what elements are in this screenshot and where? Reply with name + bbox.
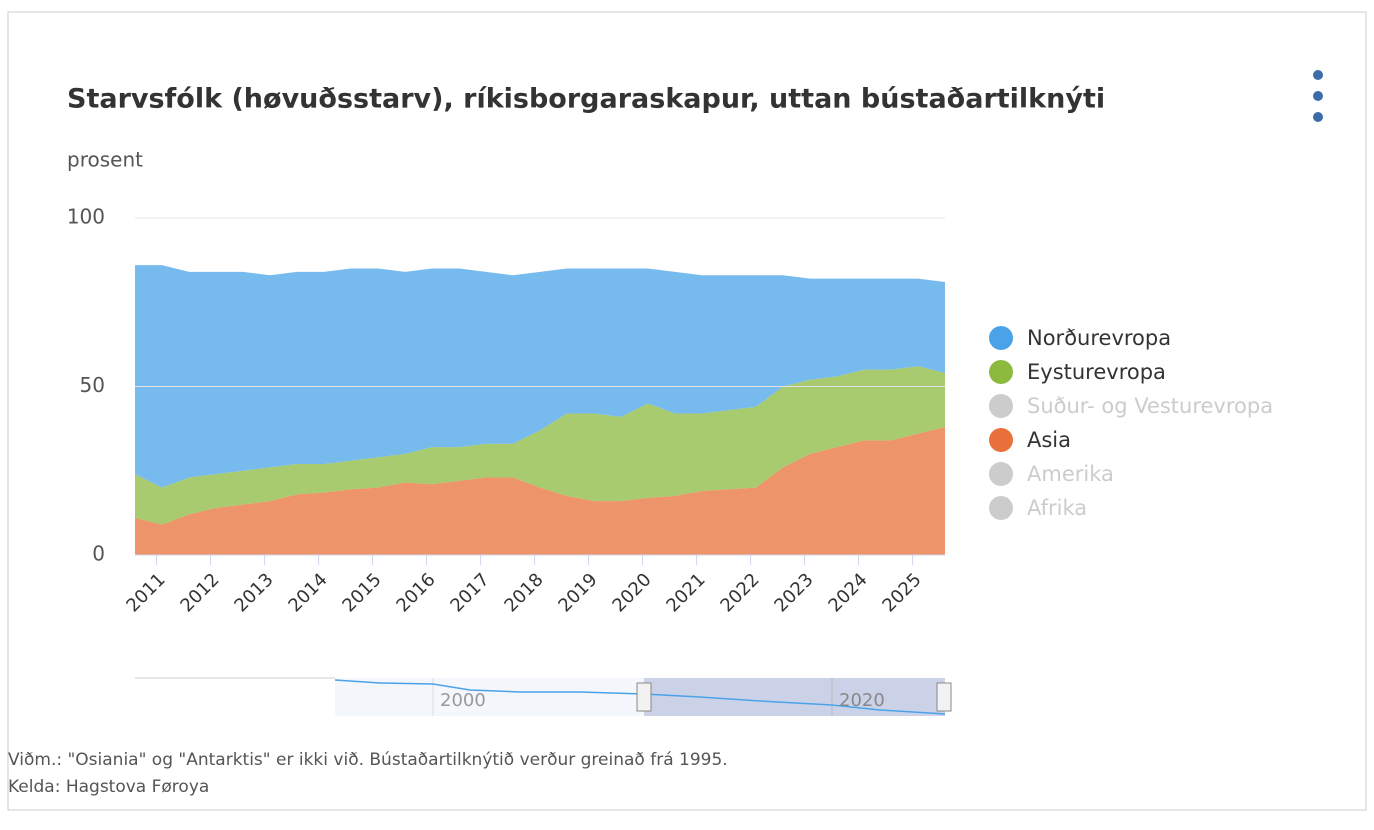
area	[135, 426, 945, 555]
legend-symbol	[989, 360, 1013, 384]
legend-item[interactable]: Amerika	[989, 462, 1114, 486]
navigator-tick-label: 2000	[440, 690, 486, 711]
legend: Norðurevropa Eysturevropa Suður- og Vestur…	[989, 326, 1273, 520]
menu-button[interactable]	[1313, 70, 1323, 122]
legend-symbol	[989, 496, 1013, 520]
y-tick-label: 50	[80, 373, 105, 397]
navigator-handle[interactable]	[936, 682, 952, 712]
legend-item[interactable]: Eysturevropa	[989, 360, 1166, 384]
legend-label: Eysturevropa	[1027, 360, 1166, 384]
legend-symbol	[989, 462, 1013, 486]
legend-label: Suður- og Vesturevropa	[1027, 394, 1273, 418]
legend-label: Norðurevropa	[1027, 326, 1171, 350]
legend-symbol	[989, 394, 1013, 418]
legend-item[interactable]: Asia	[989, 428, 1071, 452]
legend-symbol	[989, 326, 1013, 350]
area	[135, 265, 945, 488]
menu-dot[interactable]	[1313, 112, 1323, 122]
legend-label: Afrika	[1027, 496, 1087, 520]
navigator-handle[interactable]	[636, 682, 652, 712]
legend-item[interactable]: Norðurevropa	[989, 326, 1171, 350]
note: Viðm.: "Osiania" og "Antarktis" er ikki …	[8, 750, 728, 770]
navigator[interactable]: 2000 2020	[135, 677, 952, 716]
area	[135, 366, 945, 525]
y-axis-label: prosent	[67, 148, 143, 172]
legend-symbol	[989, 428, 1013, 452]
legend-item[interactable]: Afrika	[989, 496, 1087, 520]
y-tick-label: 0	[92, 542, 105, 566]
navigator-series	[334, 679, 946, 715]
legend-label: Asia	[1027, 428, 1071, 452]
menu-dot[interactable]	[1313, 91, 1323, 101]
menu-dot[interactable]	[1313, 70, 1323, 80]
legend-item[interactable]: Suður- og Vesturevropa	[989, 394, 1273, 418]
navigator-tick-label: 2020	[839, 690, 885, 711]
chart-title: Starvsfólk (høvuðsstarv), ríkisborgarask…	[67, 84, 1105, 115]
plot	[135, 265, 945, 555]
legend-label: Amerika	[1027, 462, 1114, 486]
source: Kelda: Hagstova Føroya	[8, 777, 209, 797]
y-tick-label: 100	[67, 205, 105, 229]
